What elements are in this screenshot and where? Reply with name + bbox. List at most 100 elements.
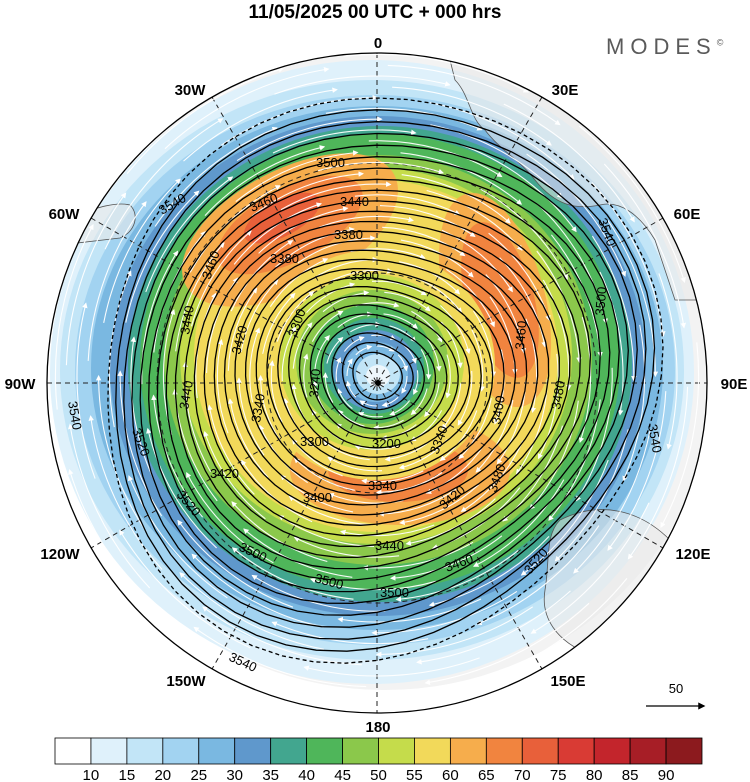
streamline [276, 291, 315, 342]
streamline [127, 475, 228, 599]
color-bar-tick-label: 80 [586, 767, 603, 782]
contour-label: 3500 [592, 286, 609, 316]
streamline [441, 229, 513, 293]
streamline [251, 171, 364, 217]
streamline [622, 324, 646, 482]
streamline [280, 474, 354, 513]
height-contour [277, 285, 482, 468]
streamline [95, 374, 147, 533]
streamline [119, 529, 251, 649]
streamline [379, 205, 476, 238]
streamline [240, 279, 279, 353]
streamline [186, 472, 274, 564]
contour-label: 3440 [375, 538, 404, 553]
streamline [480, 188, 568, 280]
streamline [603, 163, 687, 329]
height-contour [131, 132, 638, 628]
streamline [530, 502, 650, 634]
streamline [424, 602, 590, 686]
streamline [145, 176, 234, 293]
streamline [401, 375, 408, 394]
streamline [293, 537, 400, 558]
streamline [346, 358, 353, 377]
map-title: 11/05/2025 00 UTC + 000 hrs [248, 2, 502, 23]
streamline [322, 290, 370, 313]
height-contour [184, 200, 581, 559]
streamline [384, 291, 431, 312]
streamline [103, 178, 181, 324]
streamline [591, 235, 637, 382]
streamline [108, 270, 132, 428]
lon-label-120e: 120E [675, 546, 710, 563]
color-bar-swatch [593, 737, 631, 765]
streamline [306, 282, 356, 313]
brand-logo: MODES© [606, 34, 723, 60]
streamline [473, 310, 497, 378]
streamline [473, 479, 565, 567]
streamline [179, 572, 325, 650]
color-bar-tick-label: 70 [514, 767, 531, 782]
streamline [397, 354, 409, 372]
streamline [355, 344, 373, 356]
streamline [441, 383, 462, 430]
streamline [202, 606, 362, 666]
streamline [469, 578, 628, 685]
streamline [206, 277, 239, 374]
streamline [503, 103, 635, 223]
streamline [335, 357, 341, 382]
streamline [381, 396, 399, 408]
streamline [439, 410, 478, 461]
streamline [337, 388, 353, 410]
color-bar-tick-label: 35 [262, 767, 279, 782]
streamline [293, 457, 355, 491]
streamline [458, 398, 492, 460]
height-contours [107, 97, 664, 664]
streamline [183, 87, 338, 162]
streamline [297, 235, 376, 264]
height-contour [203, 220, 560, 537]
color-bar-tick-label: 90 [658, 767, 675, 782]
lon-label-120w: 120W [40, 546, 80, 563]
streamline [371, 280, 427, 296]
streamline [457, 370, 473, 426]
color-bar-swatch [378, 737, 415, 765]
streamline [262, 292, 296, 354]
color-bar-swatch [234, 737, 272, 765]
contour-label: 3440 [177, 304, 197, 335]
streamline [520, 459, 609, 576]
streamline [191, 553, 324, 628]
height-contour [223, 240, 539, 516]
streamline [400, 239, 474, 278]
streamline [340, 524, 435, 537]
height-contour [165, 178, 601, 581]
streamline [337, 598, 482, 623]
streamline [358, 412, 383, 418]
streamline [175, 242, 225, 352]
streamline [343, 53, 529, 93]
streamline [475, 399, 514, 473]
streamline [399, 484, 479, 526]
height-contour [298, 304, 459, 449]
streamline [326, 336, 344, 364]
streamline [88, 415, 163, 570]
streamline [322, 372, 334, 403]
contour-labels: 3500 3540 3460 3440 3380 3380 3300 3460 … [65, 155, 665, 675]
lon-label-30e: 30E [552, 82, 579, 99]
south-pole-marker [375, 380, 381, 386]
streamline [154, 126, 278, 227]
color-bar-tick-label: 55 [406, 767, 423, 782]
streamline [420, 349, 432, 380]
streamline [225, 659, 411, 699]
streamline [392, 86, 552, 146]
map-boundary [46, 52, 708, 714]
streamline [389, 400, 411, 416]
brand-mark: © [716, 37, 724, 48]
color-bar-tick-label: 10 [83, 767, 100, 782]
streamline [325, 107, 483, 131]
color-bar-swatch [54, 737, 92, 765]
streamline [281, 326, 297, 382]
streamline [376, 345, 395, 352]
streamline [104, 118, 224, 250]
color-bar-swatch [198, 737, 236, 765]
color-bar-swatch [521, 737, 559, 765]
